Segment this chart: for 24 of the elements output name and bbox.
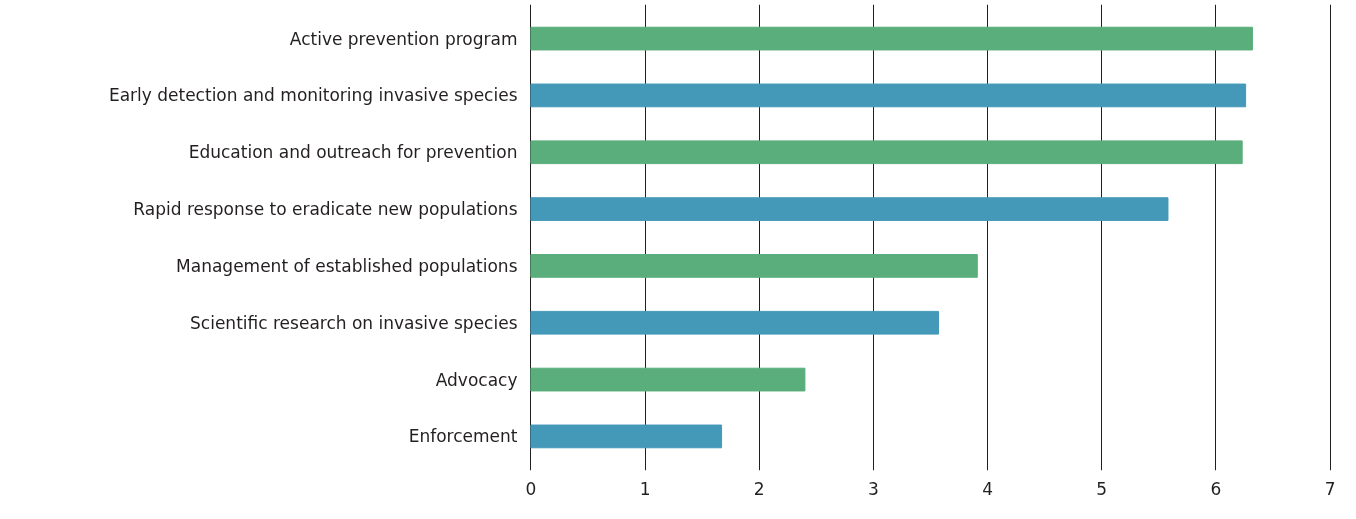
x-tick-label: 2 [753,478,765,499]
x-tick-label: 3 [868,478,879,499]
y-tick-label: Rapid response to eradicate new populations [133,199,518,220]
bar [530,310,939,335]
x-tick-label: 5 [1096,478,1108,499]
y-tick-label: Education and outreach for prevention [188,142,518,163]
x-tick-label: 0 [525,478,537,499]
bar [530,197,1169,221]
y-tick-label: Early detection and monitoring invasive species [108,85,518,106]
y-tick-label: Enforcement [408,426,518,447]
y-tick-label: Management of established populations [176,255,518,276]
y-tick-label: Active prevention program [289,28,518,49]
bar [530,140,1243,165]
x-tick-label: 1 [639,478,651,499]
x-tick-label: 4 [982,478,994,499]
bar [530,367,806,392]
bar [530,254,978,278]
bar [530,26,1253,51]
x-tick-label: 7 [1324,478,1336,499]
y-tick-label: Advocacy [435,369,518,390]
y-tick-label: Scientific research on invasive species [190,312,518,333]
x-tick-label: 6 [1210,478,1222,499]
bar [530,83,1247,108]
bar [530,424,723,449]
